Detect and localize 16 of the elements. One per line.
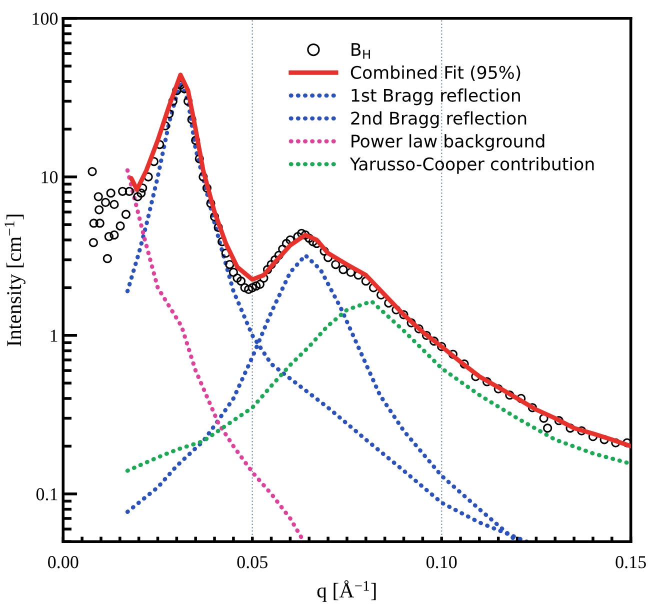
y-tick-label: 100 xyxy=(32,12,58,25)
x-axis-title: q [Å$^{−1}$] xyxy=(317,580,376,602)
legend-label: B$_{H}$ xyxy=(352,43,370,59)
legend-label: Combined Fit (95%) xyxy=(350,66,520,82)
x-tick-label: 0.10 xyxy=(426,556,457,568)
legend-label: 1st Bragg reflection xyxy=(352,88,520,106)
x-tick-label: 0.05 xyxy=(237,556,268,568)
y-axis-title: Intensity [cm$^{−1}$] xyxy=(4,214,26,346)
legend-label: Power law background xyxy=(352,134,544,151)
y-tick-label: 1 xyxy=(50,330,58,342)
y-tick-label: 10 xyxy=(42,171,58,184)
y-tick-label: 0.1 xyxy=(36,488,58,500)
x-tick-label: 0.00 xyxy=(48,556,78,568)
x-tick-label: 0.15 xyxy=(616,556,646,568)
legend-label: 2nd Bragg reflection xyxy=(351,111,526,128)
legend-label: Yarusso-Cooper contribution xyxy=(350,157,594,174)
